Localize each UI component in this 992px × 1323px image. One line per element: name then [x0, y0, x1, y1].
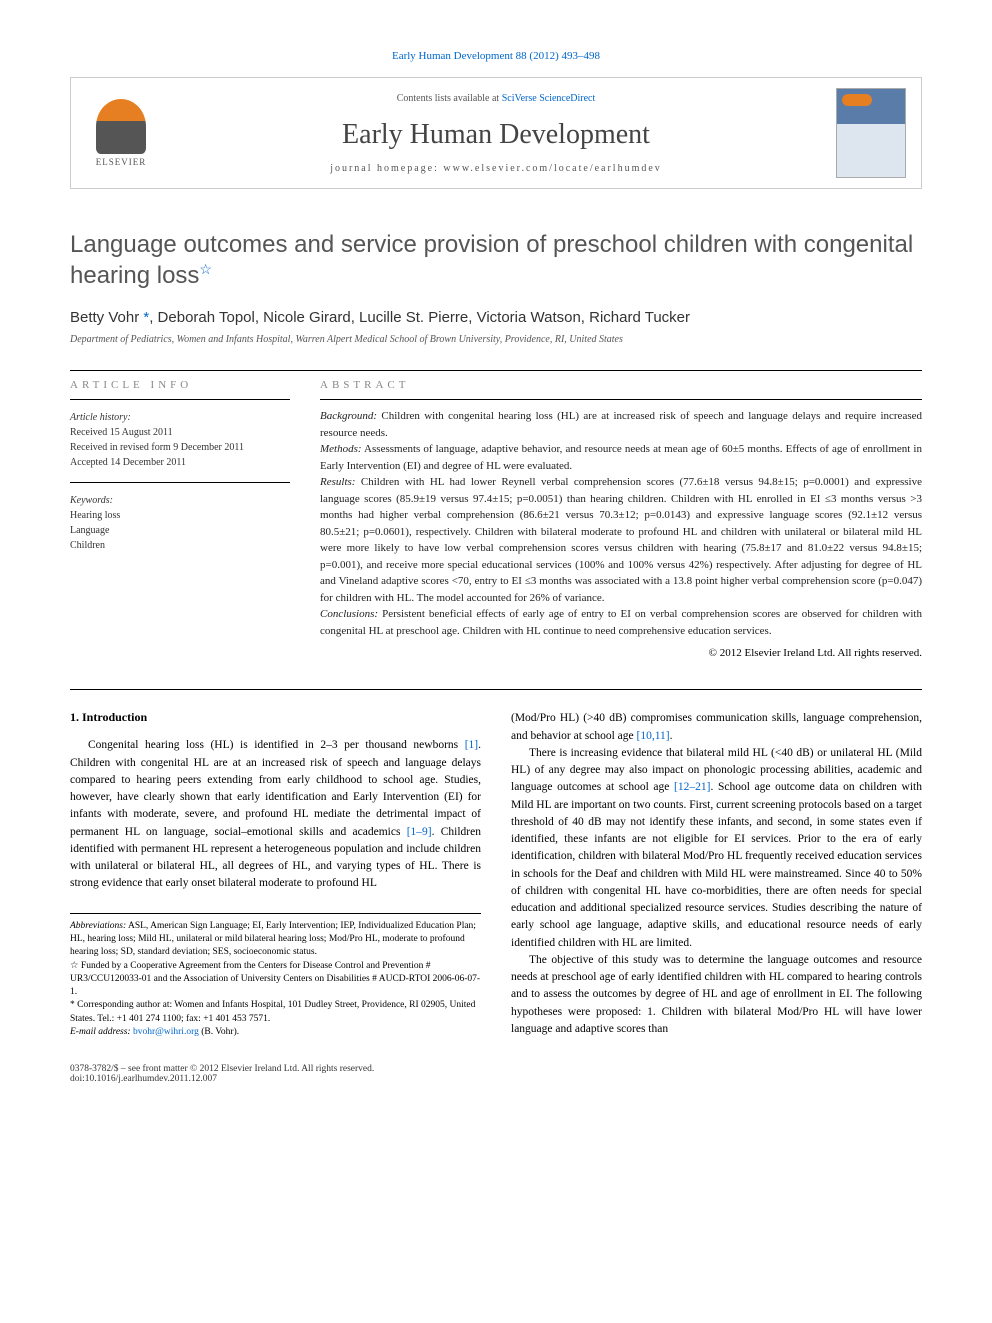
revised-date: Received in revised form 9 December 2011	[70, 440, 290, 455]
ref-12-21[interactable]: [12–21]	[674, 781, 710, 793]
email-footnote: E-mail address: bvohr@wihri.org (B. Vohr…	[70, 1026, 481, 1039]
article-info-block: Article history: Received 15 August 2011…	[70, 410, 290, 553]
footer-left: 0378-3782/$ – see front matter © 2012 El…	[70, 1064, 374, 1084]
conclusions-label: Conclusions:	[320, 608, 378, 620]
background-text: Children with congenital hearing loss (H…	[320, 410, 922, 439]
keyword-2: Language	[70, 523, 290, 538]
intro-para-1: Congenital hearing loss (HL) is identifi…	[70, 737, 481, 892]
methods-label: Methods:	[320, 443, 362, 455]
elsevier-tree-icon	[96, 99, 146, 154]
keyword-3: Children	[70, 538, 290, 553]
affiliation: Department of Pediatrics, Women and Infa…	[70, 334, 922, 345]
ref-10-11[interactable]: [10,11]	[637, 730, 670, 742]
col2-para-1: (Mod/Pro HL) (>40 dB) compromises commun…	[511, 710, 922, 745]
abstract-end-rule	[70, 689, 922, 690]
funding-text: Funded by a Cooperative Agreement from t…	[70, 961, 480, 998]
info-abstract-row: ARTICLE INFO Article history: Received 1…	[70, 379, 922, 659]
body-column-right: (Mod/Pro HL) (>40 dB) compromises commun…	[511, 710, 922, 1039]
keywords-rule	[70, 482, 290, 483]
publisher-name: ELSEVIER	[96, 157, 147, 167]
conclusions-text: Persistent beneficial effects of early a…	[320, 608, 922, 637]
ref-1[interactable]: [1]	[465, 739, 478, 751]
sciencedirect-link[interactable]: SciVerse ScienceDirect	[502, 93, 596, 104]
corr-text: Corresponding author at: Women and Infan…	[70, 1000, 475, 1023]
homepage-line: journal homepage: www.elsevier.com/locat…	[156, 163, 836, 174]
results-text: Children with HL had lower Reynell verba…	[320, 476, 922, 604]
title-footnote-marker: ☆	[199, 261, 212, 277]
col2-para-2: There is increasing evidence that bilate…	[511, 745, 922, 952]
issn-copyright: 0378-3782/$ – see front matter © 2012 El…	[70, 1064, 374, 1074]
info-rule	[70, 399, 290, 400]
corresponding-footnote: * Corresponding author at: Women and Inf…	[70, 999, 481, 1026]
abstract-copyright: © 2012 Elsevier Ireland Ltd. All rights …	[320, 647, 922, 659]
received-date: Received 15 August 2011	[70, 425, 290, 440]
body-column-left: 1. Introduction Congenital hearing loss …	[70, 710, 481, 1039]
journal-masthead: ELSEVIER Contents lists available at Sci…	[70, 77, 922, 189]
abstract-text: Background: Children with congenital hea…	[320, 408, 922, 639]
page-container: Early Human Development 88 (2012) 493–49…	[0, 0, 992, 1124]
results-label: Results:	[320, 476, 355, 488]
abbrev-label: Abbreviations:	[70, 921, 126, 931]
funding-marker: ☆	[70, 961, 79, 971]
corresponding-marker: *	[143, 309, 149, 326]
funding-footnote: ☆ Funded by a Cooperative Agreement from…	[70, 960, 481, 1000]
abstract-rule	[320, 399, 922, 400]
citation-link[interactable]: Early Human Development 88 (2012) 493–49…	[392, 50, 600, 62]
email-suffix: (B. Vohr).	[199, 1027, 239, 1037]
footnotes-block: Abbreviations: ASL, American Sign Langua…	[70, 913, 481, 1040]
homepage-prefix: journal homepage:	[330, 163, 443, 174]
abbreviations-footnote: Abbreviations: ASL, American Sign Langua…	[70, 920, 481, 960]
email-link[interactable]: bvohr@wihri.org	[131, 1027, 199, 1037]
citation-header: Early Human Development 88 (2012) 493–49…	[70, 50, 922, 62]
keywords-heading: Keywords:	[70, 493, 290, 508]
doi: doi:10.1016/j.earlhumdev.2011.12.007	[70, 1074, 374, 1084]
abbrev-text: ASL, American Sign Language; EI, Early I…	[70, 921, 476, 958]
article-info-label: ARTICLE INFO	[70, 379, 290, 391]
page-footer: 0378-3782/$ – see front matter © 2012 El…	[70, 1064, 922, 1084]
abstract-label: ABSTRACT	[320, 379, 922, 391]
ref-1-9[interactable]: [1–9]	[407, 826, 432, 838]
intro-heading: 1. Introduction	[70, 710, 481, 725]
journal-cover-thumbnail	[836, 88, 906, 178]
elsevier-logo: ELSEVIER	[86, 93, 156, 173]
author-list: Betty Vohr *, Deborah Topol, Nicole Gira…	[70, 309, 922, 326]
contents-prefix: Contents lists available at	[397, 93, 502, 104]
contents-line: Contents lists available at SciVerse Sci…	[156, 93, 836, 104]
email-label: E-mail address:	[70, 1027, 131, 1037]
divider-rule	[70, 370, 922, 371]
abstract-column: ABSTRACT Background: Children with conge…	[320, 379, 922, 659]
body-columns: 1. Introduction Congenital hearing loss …	[70, 710, 922, 1039]
keyword-1: Hearing loss	[70, 508, 290, 523]
accepted-date: Accepted 14 December 2011	[70, 455, 290, 470]
homepage-url: www.elsevier.com/locate/earlhumdev	[443, 163, 661, 174]
history-heading: Article history:	[70, 410, 290, 425]
masthead-center: Contents lists available at SciVerse Sci…	[156, 93, 836, 174]
journal-name: Early Human Development	[156, 119, 836, 151]
article-info-column: ARTICLE INFO Article history: Received 1…	[70, 379, 290, 659]
authors-text: Betty Vohr *, Deborah Topol, Nicole Gira…	[70, 309, 690, 326]
cover-badge-icon	[842, 94, 872, 106]
col2-para-3: The objective of this study was to deter…	[511, 952, 922, 1038]
background-label: Background:	[320, 410, 377, 422]
methods-text: Assessments of language, adaptive behavi…	[320, 443, 922, 472]
article-title-text: Language outcomes and service provision …	[70, 231, 913, 289]
article-title: Language outcomes and service provision …	[70, 229, 922, 291]
